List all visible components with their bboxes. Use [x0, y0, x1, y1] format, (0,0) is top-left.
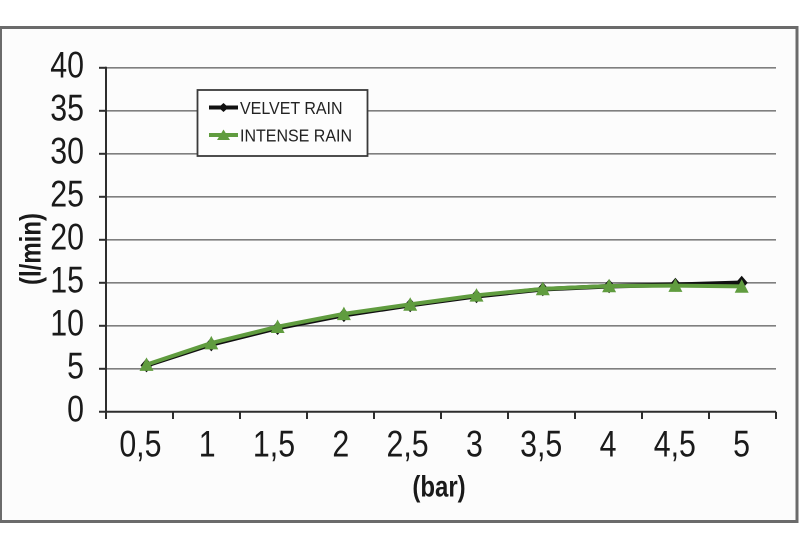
svg-text:3,5: 3,5: [520, 424, 562, 466]
svg-text:2,5: 2,5: [387, 424, 429, 466]
svg-text:0: 0: [67, 388, 84, 430]
svg-text:0,5: 0,5: [119, 424, 161, 466]
svg-text:20: 20: [50, 216, 84, 258]
svg-text:30: 30: [50, 130, 84, 172]
svg-text:5: 5: [67, 345, 84, 387]
svg-text:40: 40: [50, 44, 84, 86]
svg-text:1: 1: [199, 424, 216, 466]
svg-text:4,5: 4,5: [654, 424, 696, 466]
svg-text:(bar): (bar): [412, 469, 465, 503]
svg-text:25: 25: [50, 173, 84, 215]
svg-text:5: 5: [733, 424, 750, 466]
svg-text:3: 3: [466, 424, 483, 466]
svg-text:15: 15: [50, 259, 84, 301]
svg-text:4: 4: [600, 424, 617, 466]
svg-text:INTENSE RAIN: INTENSE RAIN: [240, 126, 352, 146]
svg-text:1,5: 1,5: [253, 424, 295, 466]
svg-text:10: 10: [50, 302, 84, 344]
svg-text:VELVET RAIN: VELVET RAIN: [240, 98, 343, 118]
svg-text:2: 2: [332, 424, 349, 466]
svg-text:(l/min): (l/min): [13, 213, 47, 285]
svg-text:35: 35: [50, 87, 84, 129]
